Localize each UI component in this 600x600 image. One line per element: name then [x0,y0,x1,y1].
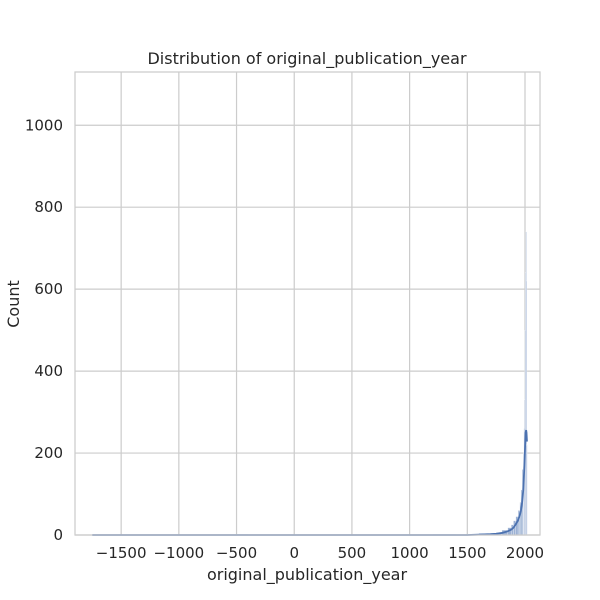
y-tick-label: 400 [34,362,63,380]
x-tick-label: 1500 [448,544,486,562]
x-axis-title: original_publication_year [207,565,408,585]
histogram-bar [526,444,528,536]
x-tick-label: −500 [216,544,257,562]
tick-labels: −1500 −1000 −500 0 500 1000 1500 2000 0 200 400 600… [25,116,544,562]
kde-curve-layer [92,429,528,536]
x-tick-label: 0 [289,544,299,562]
y-tick-label: 800 [34,198,63,216]
x-tick-label: −1500 [96,544,147,562]
x-tick-label: 1000 [391,544,429,562]
y-tick-label: 600 [34,280,63,298]
y-axis-title: Count [4,280,23,328]
x-tick-label: −1000 [153,544,204,562]
grid-lines [75,72,540,536]
x-tick-label: 2000 [506,544,544,562]
y-tick-label: 1000 [25,116,63,134]
x-tick-label: 500 [338,544,367,562]
y-tick-label: 200 [34,444,63,462]
chart-title: Distribution of original_publication_yea… [147,49,466,69]
kde-curve [92,429,528,536]
y-tick-label: 0 [53,526,63,544]
plot-frame [74,71,541,536]
